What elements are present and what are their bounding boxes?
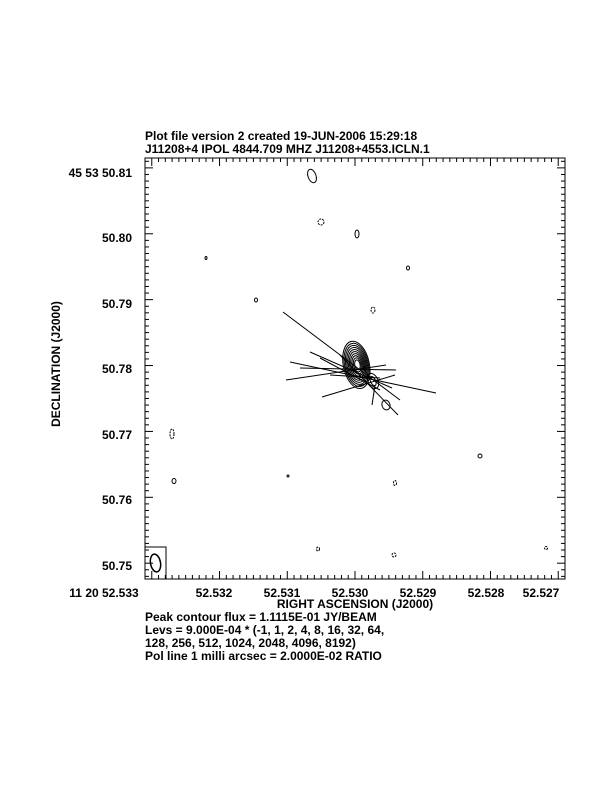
noise-contour [370, 306, 376, 314]
y-tick-marks [145, 160, 565, 577]
x-tick-label: 52.530 [332, 586, 369, 600]
noise-contour [204, 256, 208, 260]
y-axis-label: DECLINATION (J2000) [49, 301, 63, 427]
core-contour [346, 346, 368, 383]
noise-contour [406, 265, 410, 271]
x-tick-label: 52.532 [196, 586, 233, 600]
noise-contour [391, 552, 397, 558]
core-contours [342, 340, 371, 390]
y-tick-label: 50.75 [102, 559, 132, 573]
pol-vector [321, 374, 396, 398]
x-tick-label: 52.528 [468, 586, 505, 600]
noise-contour [307, 168, 317, 184]
x-tick-label: 11 20 52.533 [69, 586, 139, 600]
noise-contours [169, 168, 548, 558]
pol-vector [339, 354, 399, 416]
jet-contour [381, 399, 391, 411]
noise-contour [354, 229, 360, 239]
pol-vector [289, 361, 437, 394]
noise-contour [286, 474, 290, 478]
levels-text-1: Levs = 9.000E-04 * (-1, 1, 2, 4, 8, 16, … [145, 623, 385, 637]
x-tick-marks [144, 158, 566, 579]
y-tick-label: 50.80 [102, 231, 132, 245]
x-tick-label: 52.529 [400, 586, 437, 600]
noise-contour [477, 453, 483, 459]
levels-text-2: 128, 256, 512, 1024, 2048, 4096, 8192) [145, 636, 356, 650]
peak-flux-text: Peak contour flux = 1.1115E-01 JY/BEAM [145, 610, 377, 624]
y-tick-label: 50.76 [102, 493, 132, 507]
beam-ellipse [149, 553, 162, 573]
noise-contour [169, 428, 175, 440]
noise-contour [171, 478, 177, 484]
y-tick-label: 45 53 50.81 [69, 166, 133, 180]
noise-contour [393, 480, 397, 486]
noise-contour [317, 218, 325, 226]
x-tick-label: 52.531 [264, 586, 301, 600]
noise-contour [316, 546, 320, 552]
pol-vector [299, 367, 397, 371]
core-contour [342, 340, 371, 390]
core-contour [344, 344, 369, 385]
core-contour [348, 351, 366, 379]
y-tick-label: 50.79 [102, 297, 132, 311]
polarization-vectors [282, 311, 437, 416]
pol-scale-text: Pol line 1 milli arcsec = 2.0000E-02 RAT… [145, 649, 382, 663]
y-tick-label: 50.77 [102, 428, 132, 442]
core-contour [347, 349, 367, 381]
noise-contour [544, 546, 548, 550]
x-tick-label: 52.527 [523, 586, 560, 600]
beam-box [144, 546, 167, 580]
plot-header-line1: Plot file version 2 created 19-JUN-2006 … [145, 129, 418, 143]
pol-vector [371, 384, 376, 406]
pol-vector [329, 374, 381, 379]
y-tick-label: 50.78 [102, 362, 132, 376]
noise-contour [254, 297, 258, 303]
pol-vector [319, 357, 381, 391]
plot-header-line2: J11208+4 IPOL 4844.709 MHZ J11208+4553.I… [145, 142, 430, 156]
pol-vector [285, 364, 387, 381]
x-axis-label: RIGHT ASCENSION (J2000) [277, 597, 433, 611]
